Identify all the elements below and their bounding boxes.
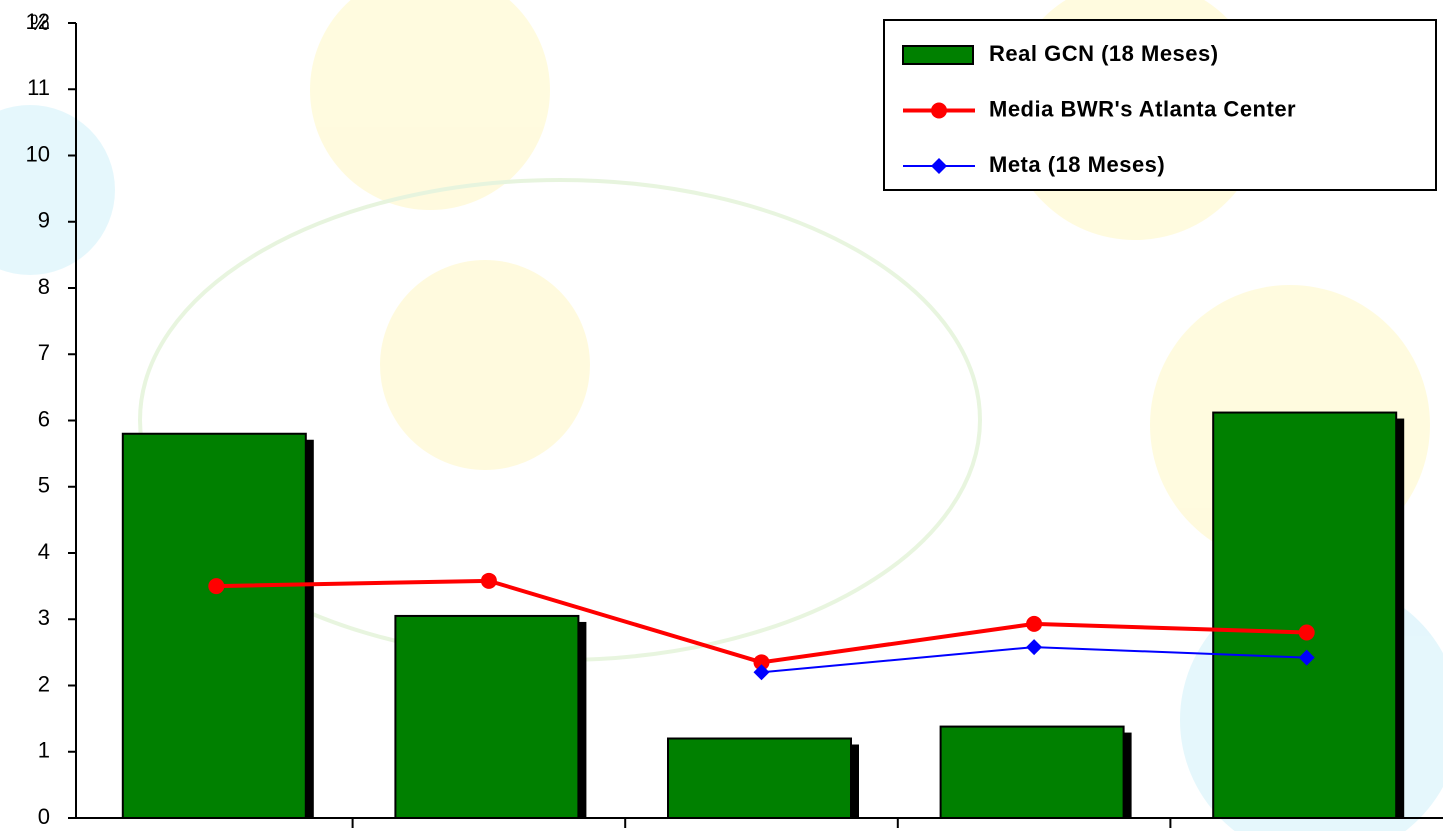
marker bbox=[1026, 639, 1043, 656]
legend-label: Meta (18 Meses) bbox=[989, 152, 1165, 177]
bar bbox=[939, 725, 1125, 820]
y-tick-label: 5 bbox=[38, 473, 50, 498]
y-tick-label: 9 bbox=[38, 208, 50, 233]
legend-label: Media BWR's Atlanta Center bbox=[989, 96, 1296, 121]
y-tick-label: 4 bbox=[38, 539, 50, 564]
y-tick-label: 10 bbox=[26, 141, 50, 166]
legend-marker bbox=[931, 158, 947, 174]
bar bbox=[121, 432, 307, 819]
bar bbox=[667, 737, 852, 819]
y-axis-title: % bbox=[30, 10, 50, 35]
marker bbox=[753, 664, 770, 681]
legend: Real GCN (18 Meses) Media BWR's Atlanta C… bbox=[883, 19, 1437, 191]
y-tick-label: 6 bbox=[38, 406, 50, 431]
y-tick-label: 12 bbox=[26, 9, 50, 34]
legend-marker bbox=[931, 102, 947, 119]
y-tick-label: 2 bbox=[38, 671, 50, 696]
marker bbox=[480, 572, 497, 589]
y-tick-label: 1 bbox=[38, 738, 50, 763]
marker bbox=[1298, 624, 1315, 641]
marker bbox=[753, 654, 770, 671]
legend-label: Real GCN (18 Meses) bbox=[989, 41, 1219, 66]
y-tick-label: 3 bbox=[38, 605, 50, 630]
y-tick-label: 11 bbox=[27, 75, 50, 100]
bar bbox=[394, 614, 580, 819]
y-tick-label: 7 bbox=[38, 340, 50, 365]
bar bbox=[1212, 411, 1398, 819]
line bbox=[216, 578, 1307, 665]
marker bbox=[208, 578, 225, 595]
y-tick-label: 0 bbox=[38, 804, 50, 829]
marker bbox=[1298, 649, 1315, 666]
marker bbox=[1026, 615, 1043, 632]
legend-box bbox=[883, 19, 1437, 191]
legend-swatch bbox=[902, 45, 974, 65]
y-tick-label: 8 bbox=[38, 274, 50, 299]
